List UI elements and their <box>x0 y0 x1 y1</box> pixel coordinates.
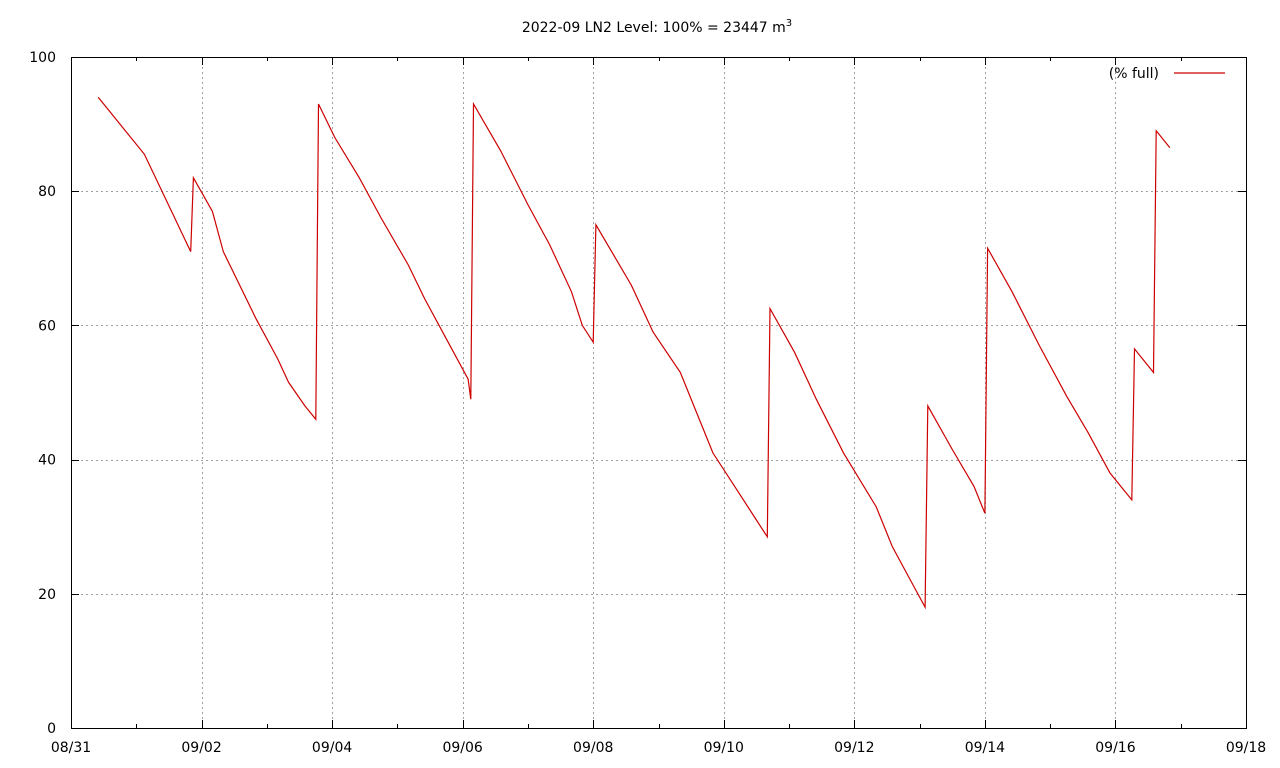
x-tick-label: 09/10 <box>704 740 744 756</box>
x-tick-label: 09/06 <box>442 740 482 756</box>
y-tick-labels: 0 20 40 60 80 100 <box>29 50 56 737</box>
x-tick-label: 08/31 <box>51 740 91 756</box>
grid-lines <box>71 57 1246 728</box>
x-tick-labels: 08/31 09/02 09/04 09/06 09/08 09/10 09/12 09/14… <box>51 740 1266 756</box>
y-tick-label: 80 <box>38 184 56 200</box>
x-tick-label: 09/14 <box>965 740 1005 756</box>
x-tick-label: 09/12 <box>834 740 874 756</box>
series-line <box>97 96 1171 610</box>
series-layer <box>97 96 1171 610</box>
axis-ticks <box>71 57 1247 729</box>
legend-label: (% full) <box>1109 66 1159 82</box>
legend: (% full) <box>1109 66 1225 82</box>
x-tick-label: 09/02 <box>181 740 221 756</box>
x-tick-label: 09/08 <box>573 740 613 756</box>
y-tick-label: 40 <box>38 453 56 469</box>
x-tick-label: 09/18 <box>1226 740 1266 756</box>
y-tick-label: 60 <box>38 318 56 334</box>
x-tick-label: 09/04 <box>312 740 352 756</box>
y-tick-label: 100 <box>29 50 56 66</box>
plot-frame <box>71 57 1247 729</box>
y-tick-label: 0 <box>47 721 56 737</box>
chart-title: 2022-09 LN2 Level: 100% = 23447 m3 <box>522 18 792 36</box>
x-tick-label: 09/16 <box>1095 740 1135 756</box>
y-tick-label: 20 <box>38 587 56 603</box>
